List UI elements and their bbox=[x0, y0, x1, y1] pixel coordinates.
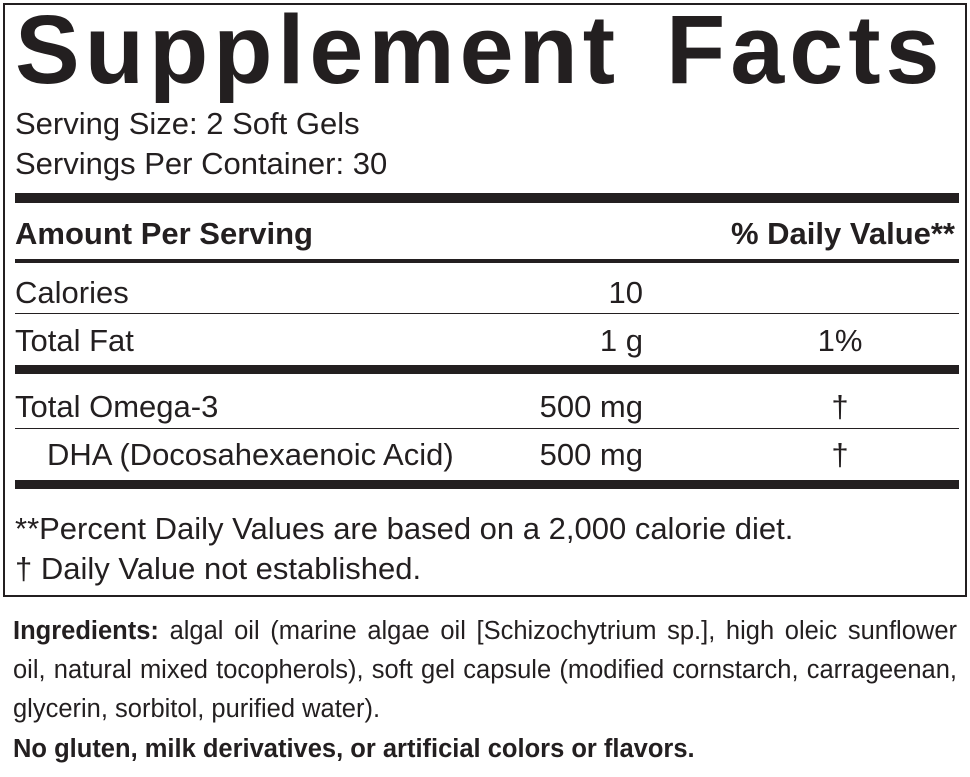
supplement-facts-panel: Supplement Facts Serving Size: 2 Soft Ge… bbox=[3, 0, 967, 597]
amount-per-serving-header: Amount Per Serving bbox=[15, 216, 313, 251]
nutrient-dv: † bbox=[831, 389, 849, 424]
nutrient-dv: † bbox=[831, 437, 849, 472]
nutrient-name: Total Omega-3 bbox=[15, 389, 219, 424]
nutrient-amount: 500 mg bbox=[539, 437, 643, 472]
nutrient-name: Total Fat bbox=[15, 323, 134, 358]
nutrient-name: DHA (Docosahexaenoic Acid) bbox=[47, 437, 454, 472]
nutrient-dv: 1% bbox=[817, 323, 863, 358]
footnote-not-established: † Daily Value not established. bbox=[15, 551, 422, 586]
nutrient-name: Calories bbox=[15, 275, 129, 310]
allergen-claim: No gluten, milk derivatives, or artifici… bbox=[13, 735, 695, 763]
footnote-daily-values: **Percent Daily Values are based on a 2,… bbox=[15, 511, 794, 546]
thick-divider bbox=[15, 480, 959, 489]
thick-divider bbox=[15, 365, 959, 374]
thin-divider bbox=[15, 313, 959, 314]
nutrient-amount: 1 g bbox=[599, 323, 643, 358]
medium-divider bbox=[15, 259, 959, 263]
thin-divider bbox=[15, 428, 959, 429]
ingredients-label: Ingredients: bbox=[13, 617, 159, 645]
ingredients-text: algal oil (marine algae oil [Schizochytr… bbox=[13, 617, 957, 723]
ingredients: Ingredients: algal oil (marine algae oil… bbox=[13, 612, 957, 729]
servings-per-container: Servings Per Container: 30 bbox=[15, 146, 388, 181]
nutrient-amount: 500 mg bbox=[539, 389, 643, 424]
panel-title: Supplement Facts bbox=[15, 0, 945, 104]
serving-size: Serving Size: 2 Soft Gels bbox=[15, 106, 360, 141]
daily-value-header: % Daily Value** bbox=[730, 216, 955, 251]
nutrient-amount: 10 bbox=[608, 275, 643, 310]
thick-divider bbox=[15, 193, 959, 203]
